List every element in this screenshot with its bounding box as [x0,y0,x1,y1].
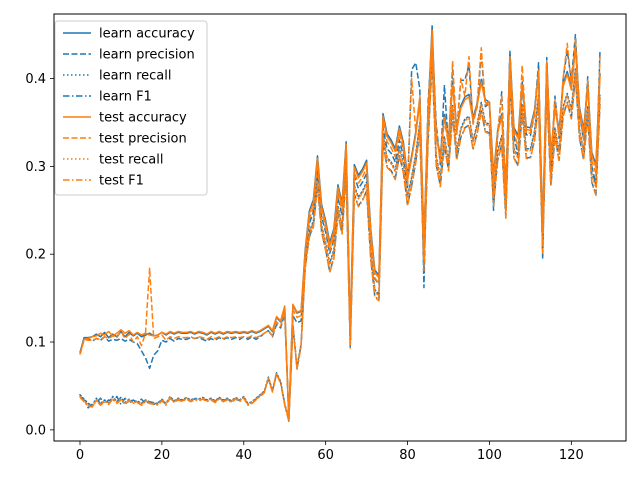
series-line-test-f1 [79,61,601,422]
y-tick-label: 0.4 [25,72,46,87]
x-tick-label: 20 [154,448,171,463]
x-tick-label: 100 [477,448,502,463]
legend-label: test accuracy [99,111,187,126]
series-line-test-recall [79,53,601,421]
y-tick-label: 0.3 [25,160,46,175]
legend-label: learn accuracy [99,27,195,42]
legend: learn accuracy learn precision learn recal… [54,20,208,196]
legend-label: learn recall [99,69,171,84]
x-tick-label: 120 [559,448,584,463]
y-tick-label: 0.0 [25,423,46,438]
x-axis: 0 20 40 60 80 100 120 [76,441,584,463]
x-tick-label: 80 [399,448,416,463]
y-tick-label: 0.2 [25,248,46,263]
legend-box [54,20,208,196]
legend-label: learn precision [99,48,195,63]
legend-label: learn F1 [99,90,152,105]
x-tick-label: 0 [76,448,84,463]
x-tick-label: 40 [236,448,253,463]
plot-frame [53,13,627,442]
series-line-test-precision [79,38,601,419]
legend-label: test precision [99,132,187,147]
series-layer [79,25,601,422]
y-axis: 0.0 0.1 0.2 0.3 0.4 [25,72,54,438]
legend-label: test recall [99,153,164,168]
y-tick-label: 0.1 [25,336,46,351]
x-tick-label: 60 [317,448,334,463]
legend-label: test F1 [99,174,144,189]
